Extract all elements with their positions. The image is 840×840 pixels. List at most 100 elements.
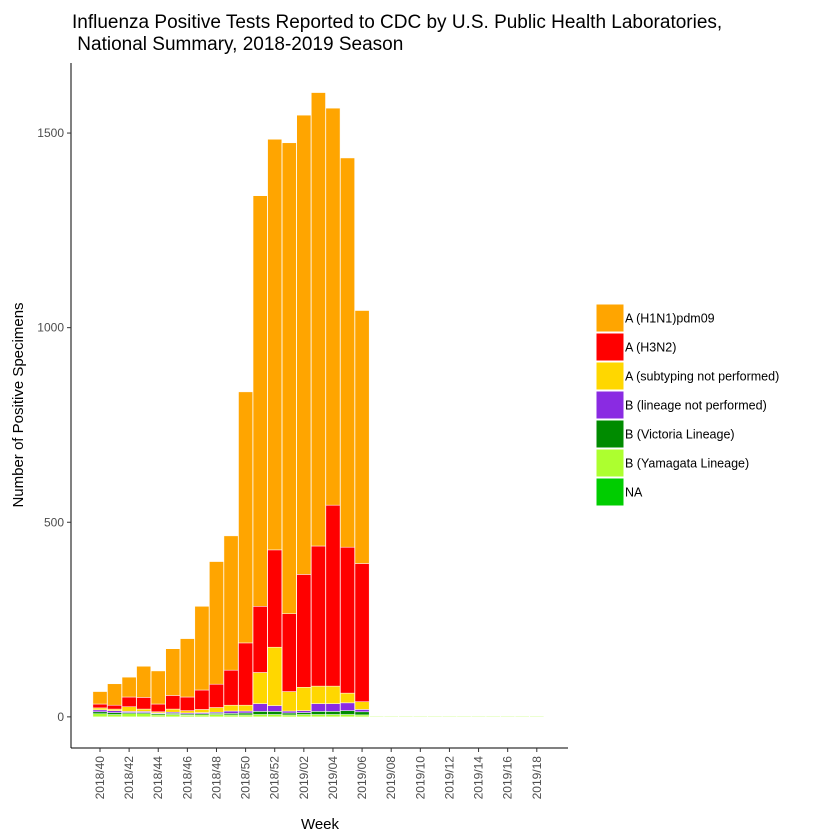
x-tick-label-2019-08: 2019/08 <box>384 756 398 800</box>
y-axis-ticks: 0 500 1000 1500 <box>37 126 71 724</box>
bar-segment-2019-01-s1 <box>281 714 297 718</box>
bar-segment-2019-06-s2 <box>354 711 370 716</box>
bar-segment-2019-03-s4 <box>311 685 326 704</box>
bar-segment-2018-48-s1 <box>209 714 224 718</box>
bar-segment-2018-52-s6 <box>267 139 283 551</box>
legend-label-0: A (H1N1)pdm09 <box>625 312 715 326</box>
bar-segment-2018-40-s6 <box>92 691 108 705</box>
bar-segment-2018-46-s6 <box>180 638 195 698</box>
x-tick-label-2018-44: 2018/44 <box>151 756 165 800</box>
x-tick-label-2018-40: 2018/40 <box>93 756 107 800</box>
legend-key-0 <box>595 303 625 333</box>
bar-segment-2019-04-s1 <box>325 714 341 718</box>
bar-segment-2019-06-s1 <box>354 714 370 718</box>
bar-segment-2018-51-s1 <box>252 714 268 718</box>
bar-segment-2018-50-s3 <box>238 710 253 714</box>
legend-key-3 <box>595 390 625 420</box>
bar-segment-2018-42-s5 <box>121 696 137 707</box>
bar-segment-2018-48-s6 <box>209 561 224 685</box>
bar-segment-2018-48-s4 <box>209 707 224 713</box>
x-tick-label-2019-02: 2019/02 <box>297 756 311 800</box>
legend-label-2: A (subtyping not performed) <box>625 370 779 384</box>
bar-segment-2019-16-s1 <box>500 715 516 718</box>
bar-segment-2019-06-s6 <box>354 310 370 564</box>
legend-label-5: B (Yamagata Lineage) <box>625 457 749 471</box>
bar-segment-2018-41-s3 <box>107 710 122 713</box>
bar-segment-2019-06-s5 <box>354 563 370 702</box>
bar-segment-2018-41-s2 <box>107 712 122 715</box>
x-tick-label-2018-42: 2018/42 <box>122 756 136 800</box>
bar-segment-2018-46-s5 <box>180 696 195 711</box>
bar-segment-2018-47-s6 <box>194 606 210 691</box>
bar-segment-2018-50-s5 <box>238 642 253 706</box>
bar-segment-2019-04-s4 <box>325 685 341 704</box>
bar-segment-2019-05-s3 <box>340 702 355 711</box>
bar-segment-2019-02-s5 <box>296 574 312 688</box>
bar-segment-2018-46-s4 <box>180 710 195 714</box>
bar-segment-2019-01-s3 <box>281 710 297 714</box>
bar-segment-2018-51-s5 <box>252 606 268 673</box>
bar-segment-2019-14-s1 <box>471 715 486 718</box>
x-axis-title: Week <box>301 816 340 833</box>
x-tick-label-2019-14: 2019/14 <box>472 756 486 800</box>
bar-segment-2018-49-s3 <box>223 710 239 714</box>
chart-title-line-1: Influenza Positive Tests Reported to CDC… <box>72 12 722 33</box>
y-tick-label-0: 0 <box>57 710 64 724</box>
bar-segment-2019-17-s1 <box>514 715 530 718</box>
bar-segment-2019-03-s6 <box>311 92 326 547</box>
x-tick-label-2019-10: 2019/10 <box>413 756 427 800</box>
bar-segment-2019-10-s1 <box>412 715 428 718</box>
x-tick-label-2019-12: 2019/12 <box>442 756 456 800</box>
bar-segment-2019-01-s2 <box>281 712 297 716</box>
bar-segment-2019-15-s1 <box>485 715 501 718</box>
bar-segment-2018-43-s1 <box>136 713 152 718</box>
bar-segment-2019-04-s6 <box>325 107 341 506</box>
bar-segment-2018-45-s5 <box>165 695 181 710</box>
legend-key-6 <box>595 477 625 507</box>
bar-segment-2018-52-s1 <box>267 714 283 718</box>
legend-label-1: A (H3N2) <box>625 341 676 355</box>
bar-segment-2018-42-s6 <box>121 676 137 698</box>
legend-key-2 <box>595 361 625 391</box>
bar-segment-2018-41-s6 <box>107 683 122 706</box>
bar-segment-2018-51-s2 <box>252 711 268 715</box>
bar-segment-2019-03-s3 <box>311 703 326 712</box>
bar-segment-2019-06-s3 <box>354 709 370 713</box>
bar-segment-2019-09-s1 <box>398 715 414 718</box>
bar-segment-2018-47-s5 <box>194 689 210 710</box>
bar-segment-2019-06-s4 <box>354 701 370 710</box>
y-axis-title: Number of Positive Specimens <box>10 302 27 507</box>
bar-segment-2019-02-s1 <box>296 714 312 718</box>
bar-segment-2018-45-s1 <box>165 714 181 718</box>
bar-segment-2018-49-s6 <box>223 535 239 671</box>
x-tick-label-2018-50: 2018/50 <box>239 756 253 800</box>
bar-segment-2018-40-s1 <box>92 713 108 718</box>
bar-segment-2018-40-s5 <box>92 703 108 709</box>
bar-segment-2018-52-s3 <box>267 705 283 712</box>
bar-segment-2018-51-s3 <box>252 703 268 712</box>
y-tick-label-1500: 1500 <box>37 126 64 140</box>
bar-segment-2018-44-s5 <box>150 703 166 713</box>
bar-segment-2018-52-s5 <box>267 549 283 648</box>
bar-segment-2019-05-s4 <box>340 692 355 704</box>
bar-segment-2018-43-s5 <box>136 697 152 710</box>
bar-segment-2019-04-s5 <box>325 504 341 687</box>
bar-segment-2018-50-s1 <box>238 714 253 718</box>
bar-segment-2018-44-s1 <box>150 714 166 718</box>
bar-segment-2018-45-s4 <box>165 708 181 713</box>
bar-segment-2018-50-s2 <box>238 712 253 716</box>
legend-key-4 <box>595 419 625 449</box>
bar-segment-2018-43-s4 <box>136 708 152 712</box>
legend-key-5 <box>595 448 625 478</box>
bar-segment-2018-42-s4 <box>121 706 137 712</box>
bar-segment-2019-07-s1 <box>369 715 384 718</box>
bar-segment-2018-40-s2 <box>92 711 108 714</box>
bar-segment-2019-01-s5 <box>281 613 297 692</box>
bar-segment-2018-40-s3 <box>92 709 108 713</box>
bar-segment-2019-02-s2 <box>296 712 312 715</box>
y-tick-label-500: 500 <box>44 515 64 529</box>
legend: A (H1N1)pdm09 A (H3N2) A (subtyping not pe… <box>595 303 779 507</box>
legend-label-3: B (lineage not performed) <box>625 399 767 413</box>
bar-segment-2019-05-s1 <box>340 714 355 718</box>
